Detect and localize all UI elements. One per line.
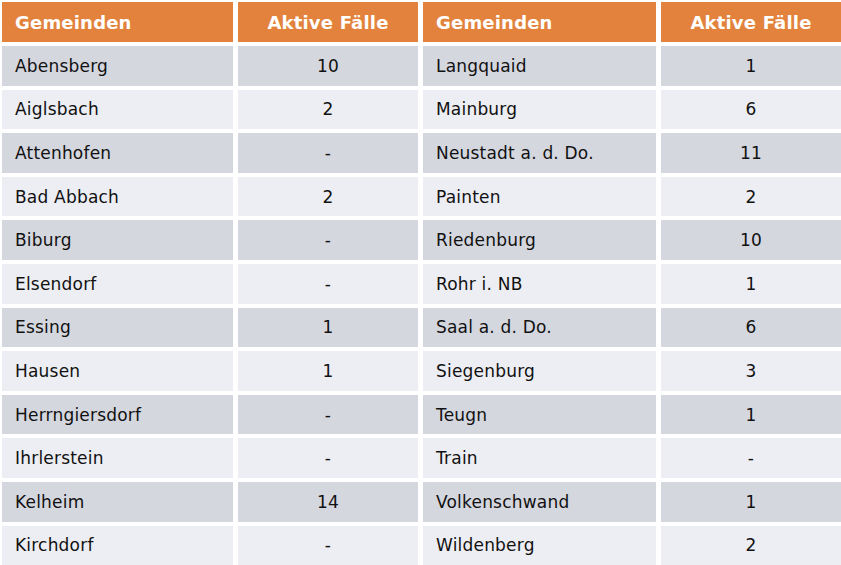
gemeinde-cell: Kirchdorf xyxy=(2,526,233,565)
gemeinde-cell: Herrngiersdorf xyxy=(2,395,233,435)
cases-table-page: Gemeinden Aktive Fälle Gemeinden Aktive … xyxy=(0,0,841,565)
gemeinde-cell: Rohr i. NB xyxy=(423,264,656,304)
gemeinde-cell: Aiglsbach xyxy=(2,90,233,130)
gemeinde-cell: Abensberg xyxy=(2,46,233,86)
gemeinden-cases-table: Gemeinden Aktive Fälle Gemeinden Aktive … xyxy=(0,0,841,565)
aktive-faelle-cell: 10 xyxy=(661,220,841,260)
gemeinde-cell: Essing xyxy=(2,308,233,348)
gemeinde-cell: Ihrlerstein xyxy=(2,438,233,478)
column-header-aktive-faelle-right: Aktive Fälle xyxy=(661,2,841,42)
aktive-faelle-cell: 3 xyxy=(661,351,841,391)
aktive-faelle-cell: - xyxy=(238,264,418,304)
gemeinde-cell: Elsendorf xyxy=(2,264,233,304)
aktive-faelle-cell: 6 xyxy=(661,308,841,348)
aktive-faelle-cell: 1 xyxy=(661,264,841,304)
gemeinde-cell: Saal a. d. Do. xyxy=(423,308,656,348)
aktive-faelle-cell: 1 xyxy=(238,351,418,391)
aktive-faelle-cell: 1 xyxy=(661,395,841,435)
gemeinde-cell: Langquaid xyxy=(423,46,656,86)
aktive-faelle-cell: 11 xyxy=(661,133,841,173)
gemeinde-cell: Biburg xyxy=(2,220,233,260)
aktive-faelle-cell: - xyxy=(238,133,418,173)
gemeinde-cell: Neustadt a. d. Do. xyxy=(423,133,656,173)
aktive-faelle-cell: - xyxy=(238,220,418,260)
gemeinde-cell: Siegenburg xyxy=(423,351,656,391)
gemeinde-cell: Volkenschwand xyxy=(423,482,656,522)
gemeinde-cell: Attenhofen xyxy=(2,133,233,173)
gemeinde-cell: Teugn xyxy=(423,395,656,435)
aktive-faelle-cell: 1 xyxy=(661,482,841,522)
aktive-faelle-cell: - xyxy=(238,526,418,565)
gemeinde-cell: Hausen xyxy=(2,351,233,391)
gemeinde-cell: Wildenberg xyxy=(423,526,656,565)
aktive-faelle-cell: 10 xyxy=(238,46,418,86)
aktive-faelle-cell: - xyxy=(661,438,841,478)
gemeinde-cell: Mainburg xyxy=(423,90,656,130)
column-header-aktive-faelle-left: Aktive Fälle xyxy=(238,2,418,42)
aktive-faelle-cell: - xyxy=(238,395,418,435)
gemeinde-cell: Train xyxy=(423,438,656,478)
aktive-faelle-cell: 1 xyxy=(238,308,418,348)
aktive-faelle-cell: - xyxy=(238,438,418,478)
aktive-faelle-cell: 2 xyxy=(661,177,841,217)
gemeinde-cell: Bad Abbach xyxy=(2,177,233,217)
aktive-faelle-cell: 1 xyxy=(661,46,841,86)
aktive-faelle-cell: 2 xyxy=(238,177,418,217)
aktive-faelle-cell: 2 xyxy=(238,90,418,130)
column-header-gemeinden-left: Gemeinden xyxy=(2,2,233,42)
aktive-faelle-cell: 2 xyxy=(661,526,841,565)
gemeinde-cell: Riedenburg xyxy=(423,220,656,260)
gemeinde-cell: Painten xyxy=(423,177,656,217)
column-header-gemeinden-right: Gemeinden xyxy=(423,2,656,42)
aktive-faelle-cell: 14 xyxy=(238,482,418,522)
aktive-faelle-cell: 6 xyxy=(661,90,841,130)
gemeinde-cell: Kelheim xyxy=(2,482,233,522)
